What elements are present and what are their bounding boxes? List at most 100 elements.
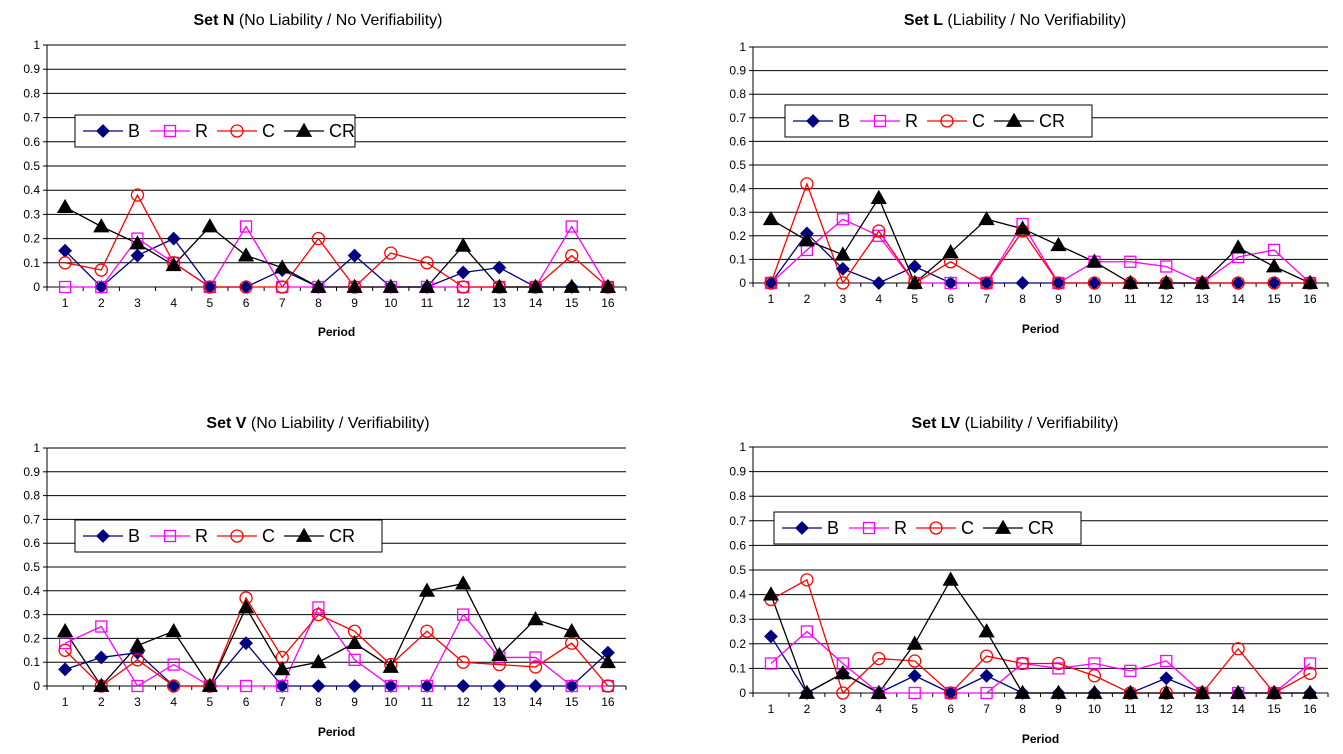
x-tick-label: 11	[421, 296, 434, 310]
y-tick-label: 0.9	[23, 465, 40, 479]
y-tick-label: 0.8	[729, 489, 746, 503]
chart-title: Set N (No Liability / No Verifiability)	[194, 12, 443, 29]
data-point-CR	[906, 274, 923, 289]
legend-label-C: C	[262, 526, 275, 546]
x-tick-label: 12	[456, 296, 470, 310]
data-point-C	[456, 655, 470, 669]
x-tick-label: 11	[1124, 292, 1137, 306]
data-point-C	[800, 177, 814, 191]
data-point-R	[420, 679, 434, 693]
x-tick-label: 9	[351, 695, 358, 709]
legend-marker-B	[806, 114, 820, 128]
x-tick-label: 9	[1055, 702, 1062, 716]
x-tick-label: 4	[875, 702, 882, 716]
legend-marker-C	[230, 529, 244, 543]
data-point-CR	[237, 599, 255, 614]
data-point-C	[872, 651, 886, 666]
data-point-CR	[93, 218, 110, 233]
data-point-R	[167, 658, 180, 671]
data-point-CR	[491, 646, 508, 661]
data-point-C	[1231, 276, 1245, 290]
data-point-B	[835, 261, 850, 276]
data-point-C	[239, 280, 253, 294]
data-point-B	[1015, 276, 1030, 290]
x-tick-label: 2	[98, 695, 105, 709]
data-point-B	[347, 679, 362, 693]
data-point-CR	[906, 635, 923, 650]
data-point-B	[347, 248, 362, 263]
x-tick-label: 14	[1231, 702, 1245, 716]
data-point-C	[1231, 642, 1245, 656]
y-tick-label: 0.4	[23, 183, 40, 197]
legend-marker-C	[230, 124, 244, 138]
data-point-CR	[563, 622, 580, 638]
x-tick-label: 3	[134, 695, 141, 709]
data-point-R	[239, 679, 253, 693]
data-point-CR	[1014, 684, 1031, 699]
x-tick-label: 1	[62, 296, 69, 310]
x-tick-label: 2	[804, 292, 811, 306]
legend-marker-B	[96, 529, 110, 543]
x-tick-label: 5	[911, 292, 918, 306]
data-point-CR	[491, 278, 508, 293]
data-point-CR	[382, 658, 399, 673]
data-point-C	[836, 276, 850, 290]
x-axis-title: Period	[1022, 732, 1059, 746]
data-point-B	[456, 265, 471, 280]
y-tick-label: 0.3	[23, 608, 40, 622]
x-tick-label: 9	[1055, 292, 1062, 306]
data-point-CR	[310, 278, 327, 293]
y-tick-label: 0	[739, 276, 746, 290]
x-tick-label: 9	[351, 296, 358, 310]
x-tick-label: 14	[529, 296, 543, 310]
data-point-C	[1087, 669, 1102, 683]
data-point-C	[203, 280, 217, 294]
y-tick-label: 1	[33, 38, 40, 52]
y-tick-label: 0.3	[729, 205, 746, 219]
data-point-B	[979, 668, 994, 683]
legend-marker-C	[929, 521, 943, 535]
data-point-CR	[129, 637, 146, 652]
series-line-C	[770, 181, 1311, 285]
data-point-CR	[762, 210, 780, 226]
y-tick-label: 0.1	[23, 655, 40, 669]
legend: B R C CR	[74, 519, 383, 553]
data-point-CR	[834, 665, 851, 680]
legend-marker-R	[862, 521, 876, 535]
data-point-C	[58, 256, 72, 270]
data-point-CR	[563, 278, 580, 293]
data-point-C	[58, 643, 72, 657]
x-tick-label: 7	[983, 702, 990, 716]
series-line-C	[64, 193, 609, 288]
data-point-R	[836, 213, 849, 226]
data-point-C	[1303, 666, 1317, 680]
x-tick-label: 1	[62, 695, 69, 709]
legend-label-CR: CR	[1028, 518, 1054, 538]
data-point-CR	[527, 611, 544, 626]
chart-title-subtitle: (No Liability / No Verifiability)	[234, 12, 442, 29]
x-tick-label: 15	[1267, 702, 1281, 716]
data-point-B	[943, 276, 958, 290]
data-point-CR	[978, 623, 995, 638]
data-point-R	[1160, 260, 1173, 273]
x-tick-label: 16	[601, 695, 615, 709]
y-tick-label: 1	[739, 40, 746, 54]
x-tick-label: 1	[768, 292, 775, 306]
legend-label-R: R	[195, 121, 208, 141]
data-point-CR	[1122, 684, 1139, 699]
data-point-B	[311, 679, 326, 693]
data-point-CR	[1050, 236, 1067, 252]
data-point-B	[130, 248, 145, 263]
y-tick-label: 0.1	[729, 661, 746, 675]
y-tick-label: 1	[33, 441, 40, 455]
series-line-R	[770, 218, 1311, 284]
data-point-R	[1160, 654, 1173, 668]
data-point-CR	[56, 198, 74, 214]
series-line-R	[65, 225, 609, 288]
data-point-CR	[1265, 684, 1283, 699]
data-point-CR	[93, 677, 110, 692]
y-tick-label: 0.2	[23, 232, 40, 246]
data-point-CR	[942, 571, 959, 586]
data-point-C	[1015, 656, 1030, 671]
